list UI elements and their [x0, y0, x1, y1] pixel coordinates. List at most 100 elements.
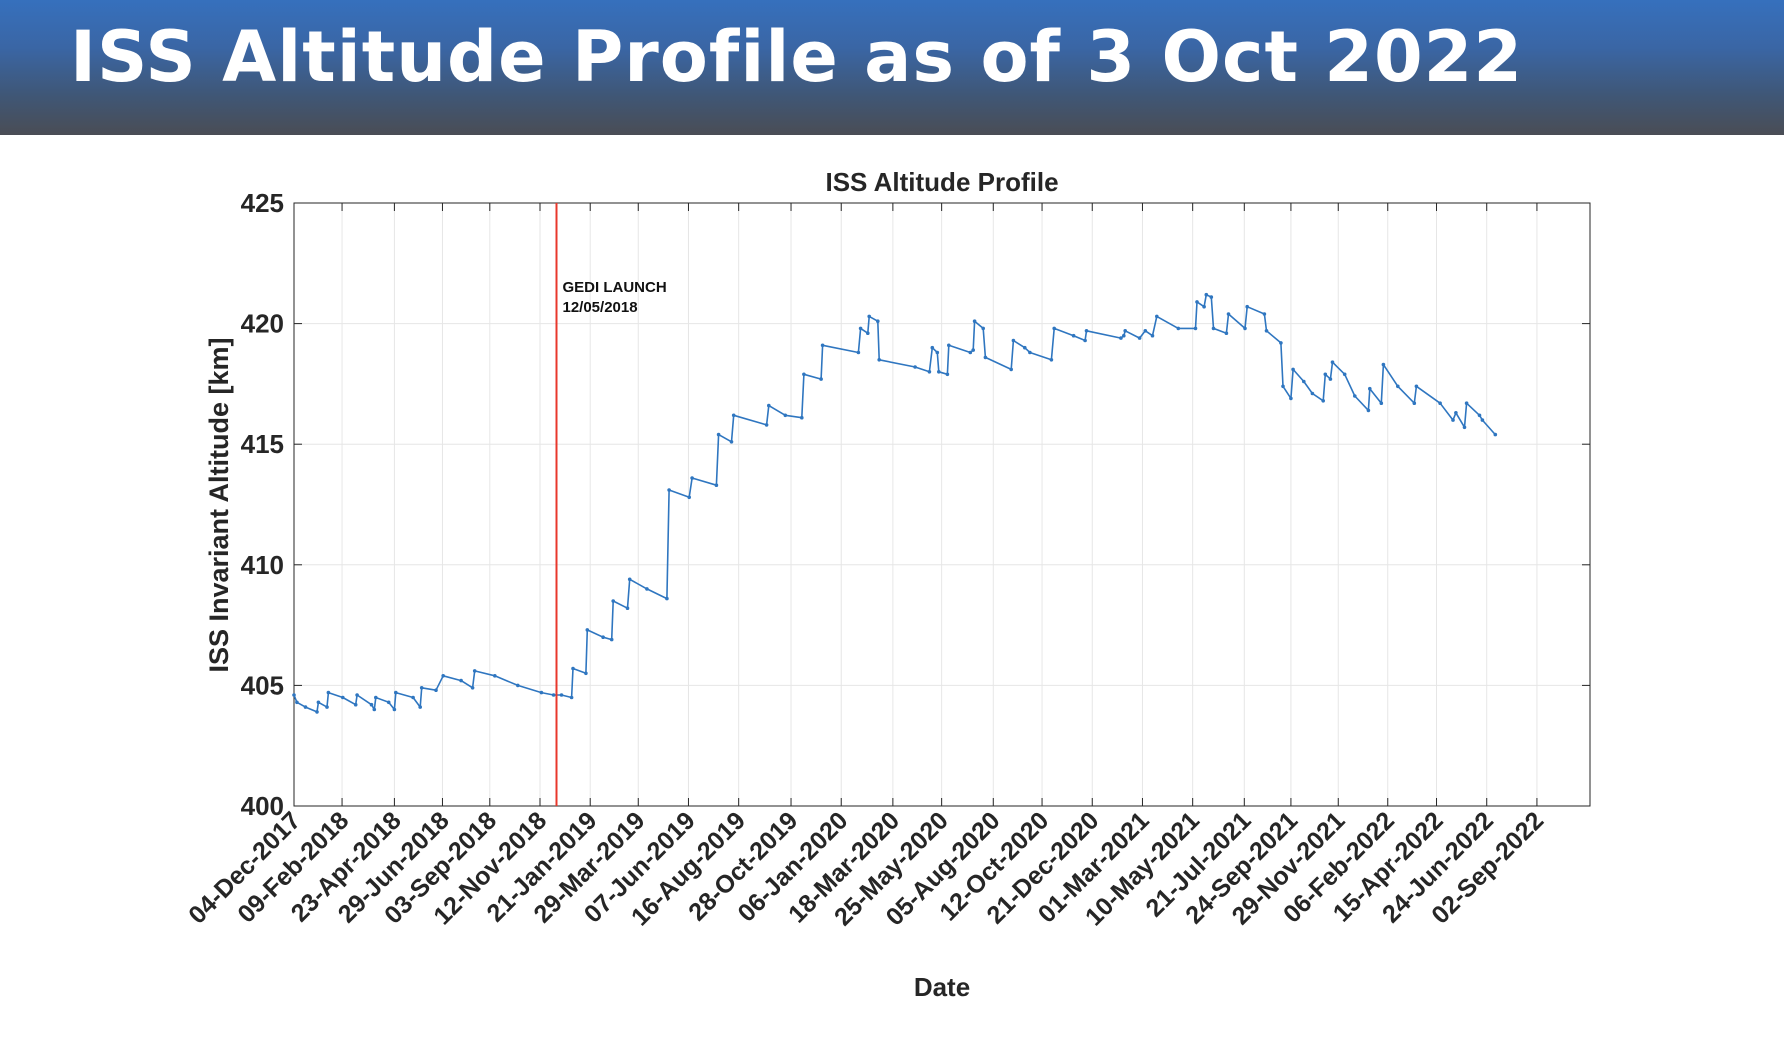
altitude-point: [516, 683, 520, 688]
altitude-point: [876, 319, 880, 323]
y-tick-label: 420: [241, 309, 284, 339]
altitude-point: [913, 365, 917, 369]
altitude-point: [1291, 367, 1295, 372]
altitude-line: [293, 293, 1496, 713]
altitude-point: [1123, 329, 1127, 333]
altitude-point: [325, 705, 329, 709]
altitude-point: [392, 707, 397, 712]
altitude-point: [972, 319, 977, 323]
altitude-point: [1245, 304, 1249, 309]
altitude-point: [303, 705, 308, 709]
altitude-point: [559, 693, 564, 697]
altitude-chart: 40040541041542042504-Dec-201709-Feb-2018…: [183, 167, 1591, 1002]
altitude-point: [687, 495, 691, 500]
altitude-point: [419, 686, 424, 690]
altitude-point: [569, 695, 574, 700]
altitude-point: [353, 702, 358, 707]
altitude-point: [1084, 329, 1089, 333]
altitude-point: [1243, 326, 1247, 331]
altitude-point: [585, 628, 590, 632]
altitude-point: [1150, 333, 1155, 338]
altitude-point: [1493, 432, 1498, 437]
altitude-point: [968, 350, 973, 355]
altitude-point: [1262, 312, 1267, 316]
altitude-point: [493, 674, 497, 678]
altitude-point: [374, 695, 378, 700]
altitude-point: [1353, 394, 1357, 398]
altitude-point: [1381, 362, 1386, 367]
altitude-point: [1396, 384, 1400, 389]
altitude-point: [627, 577, 632, 582]
y-axis-title: ISS Invariant Altitude [km]: [204, 337, 234, 672]
altitude-point: [665, 596, 669, 601]
altitude-point: [1028, 350, 1032, 355]
altitude-point: [1281, 384, 1285, 389]
altitude-point: [1155, 314, 1159, 319]
altitude-point: [820, 343, 825, 348]
altitude-point: [1122, 333, 1126, 338]
y-tick-label: 400: [241, 791, 284, 821]
altitude-point: [1226, 312, 1231, 316]
annotation-layer: GEDI LAUNCH 12/05/2018: [555, 203, 667, 806]
altitude-point: [800, 415, 804, 420]
slide-header: ISS Altitude Profile as of 3 Oct 2022: [0, 0, 1784, 135]
altitude-point: [867, 314, 871, 319]
x-axis-title: Date: [914, 972, 970, 1002]
altitude-point: [1462, 425, 1467, 430]
altitude-point: [1083, 338, 1087, 343]
altitude-point: [1143, 329, 1148, 333]
altitude-point: [856, 350, 861, 355]
altitude-point: [1119, 336, 1123, 340]
altitude-point: [472, 669, 477, 673]
altitude-point: [609, 637, 614, 642]
altitude-point: [947, 343, 951, 348]
altitude-point: [1330, 360, 1335, 364]
altitude-point: [1011, 338, 1016, 343]
altitude-point: [802, 372, 806, 377]
altitude-point: [372, 707, 377, 712]
y-tick-label: 410: [241, 550, 284, 580]
altitude-point: [819, 377, 823, 381]
altitude-point: [1302, 379, 1306, 384]
y-tick-label: 415: [241, 429, 284, 459]
altitude-point: [611, 599, 615, 603]
altitude-point: [355, 693, 359, 697]
altitude-point: [645, 587, 649, 591]
altitude-point: [1009, 367, 1013, 372]
altitude-point: [930, 345, 935, 350]
altitude-point: [584, 671, 588, 676]
gedi-launch-label: GEDI LAUNCH: [562, 279, 666, 296]
altitude-point: [326, 690, 331, 695]
altitude-point: [386, 700, 391, 705]
altitude-point: [764, 423, 769, 427]
altitude-point: [983, 355, 988, 360]
altitude-point: [601, 635, 605, 639]
altitude-point: [411, 695, 415, 700]
altitude-point: [1480, 418, 1485, 422]
altitude-point: [1379, 401, 1384, 406]
altitude-point: [441, 674, 446, 678]
altitude-point: [866, 331, 870, 335]
altitude-point: [877, 358, 881, 362]
altitude-point: [1454, 411, 1458, 415]
altitude-point: [1464, 401, 1469, 406]
altitude-point: [1023, 345, 1027, 350]
altitude-point: [1310, 391, 1315, 396]
altitude-point: [316, 700, 321, 705]
altitude-point: [1204, 292, 1209, 297]
altitude-point: [729, 440, 734, 444]
altitude-point: [1176, 326, 1181, 331]
y-tick-label: 405: [241, 670, 284, 700]
altitude-point: [981, 326, 985, 331]
altitude-point: [1414, 384, 1419, 389]
chart-title: ISS Altitude Profile: [825, 167, 1058, 197]
altitude-point: [1366, 408, 1371, 413]
altitude-point: [731, 413, 736, 418]
altitude-point: [1202, 304, 1206, 309]
altitude-point: [1209, 295, 1214, 299]
altitude-point: [1264, 329, 1269, 333]
altitude-point: [1279, 341, 1283, 345]
altitude-point: [1193, 326, 1198, 331]
altitude-point: [315, 710, 319, 714]
altitude-point: [571, 666, 575, 671]
